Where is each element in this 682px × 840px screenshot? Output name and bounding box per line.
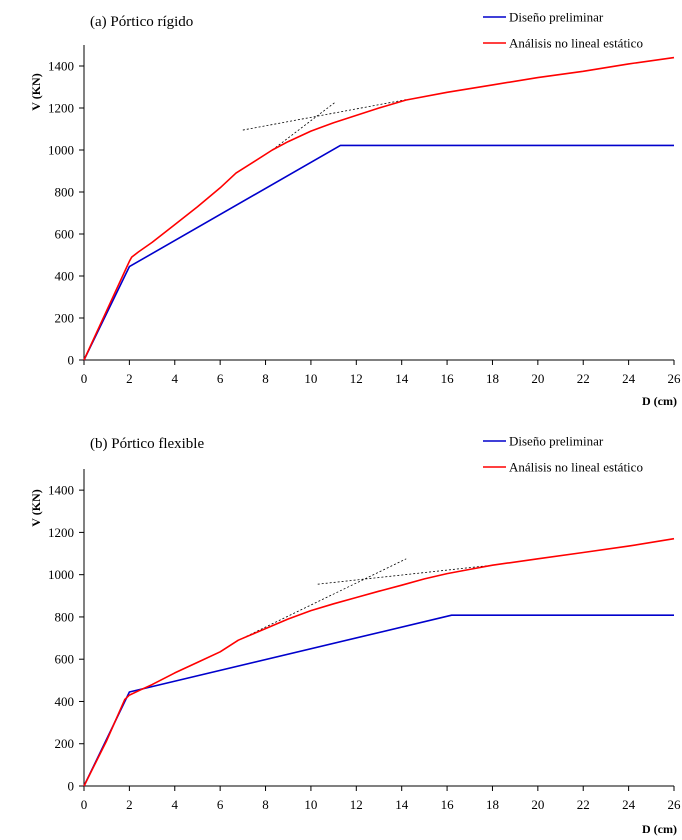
x-tick-label: 14 <box>395 797 409 812</box>
x-tick-label: 2 <box>126 797 133 812</box>
x-tick-label: 8 <box>262 797 269 812</box>
y-tick-label: 800 <box>55 185 75 200</box>
x-tick-label: 26 <box>668 797 682 812</box>
chart-title: (b) Pórtico flexible <box>90 436 204 452</box>
x-tick-label: 18 <box>486 371 499 386</box>
x-tick-label: 4 <box>172 797 179 812</box>
x-tick-label: 22 <box>577 797 590 812</box>
x-tick-label: 2 <box>126 371 133 386</box>
x-axis-label: D (cm) <box>642 394 677 408</box>
x-tick-label: 12 <box>350 797 363 812</box>
legend-label: Análisis no lineal estático <box>509 460 643 475</box>
y-tick-label: 200 <box>55 311 75 326</box>
x-tick-label: 6 <box>217 371 224 386</box>
x-axis-label: D (cm) <box>642 822 677 836</box>
x-tick-label: 10 <box>304 797 317 812</box>
x-tick-label: 26 <box>668 371 682 386</box>
x-tick-label: 4 <box>172 371 179 386</box>
y-tick-label: 400 <box>55 269 75 284</box>
legend-label: Diseño preliminar <box>509 10 604 25</box>
y-tick-label: 1400 <box>48 483 74 498</box>
x-tick-label: 20 <box>531 371 544 386</box>
x-tick-label: 0 <box>81 371 88 386</box>
x-tick-label: 14 <box>395 371 409 386</box>
tangent-guide-line <box>272 101 337 151</box>
y-tick-label: 600 <box>55 227 75 242</box>
legend-label: Diseño preliminar <box>509 434 604 449</box>
y-tick-label: 0 <box>68 353 75 368</box>
series-line-nonlinear <box>83 56 675 361</box>
y-tick-label: 1000 <box>48 567 74 582</box>
y-tick-label: 200 <box>55 736 75 751</box>
y-tick-label: 1200 <box>48 101 74 116</box>
x-tick-label: 0 <box>81 797 88 812</box>
y-tick-label: 400 <box>55 694 75 709</box>
series-line-preliminary <box>83 144 674 361</box>
x-tick-label: 24 <box>622 797 636 812</box>
chart-title: (a) Pórtico rígido <box>90 14 193 30</box>
y-tick-label: 800 <box>55 609 75 624</box>
tangent-guide-line <box>242 558 407 639</box>
y-tick-label: 1400 <box>48 59 74 74</box>
tangent-guide-line <box>317 564 493 585</box>
y-tick-label: 600 <box>55 652 75 667</box>
legend: Diseño preliminar Análisis no lineal está… <box>483 10 643 51</box>
legend: Diseño preliminar Análisis no lineal está… <box>483 434 643 475</box>
y-tick-label: 1200 <box>48 525 74 540</box>
x-tick-label: 16 <box>441 371 455 386</box>
y-axis-label: V (KN) <box>29 73 43 110</box>
series-line-preliminary <box>83 614 674 787</box>
x-tick-label: 10 <box>304 371 317 386</box>
x-tick-label: 16 <box>441 797 455 812</box>
y-axis-label: V (KN) <box>29 489 43 526</box>
y-tick-label: 0 <box>68 779 75 794</box>
x-tick-label: 20 <box>531 797 544 812</box>
series-line-nonlinear <box>83 537 675 787</box>
x-tick-label: 18 <box>486 797 499 812</box>
x-tick-label: 24 <box>622 371 636 386</box>
x-tick-label: 12 <box>350 371 363 386</box>
legend-label: Análisis no lineal estático <box>509 36 643 51</box>
x-tick-label: 22 <box>577 371 590 386</box>
x-tick-label: 8 <box>262 371 269 386</box>
x-tick-label: 6 <box>217 797 224 812</box>
y-tick-label: 1000 <box>48 143 74 158</box>
